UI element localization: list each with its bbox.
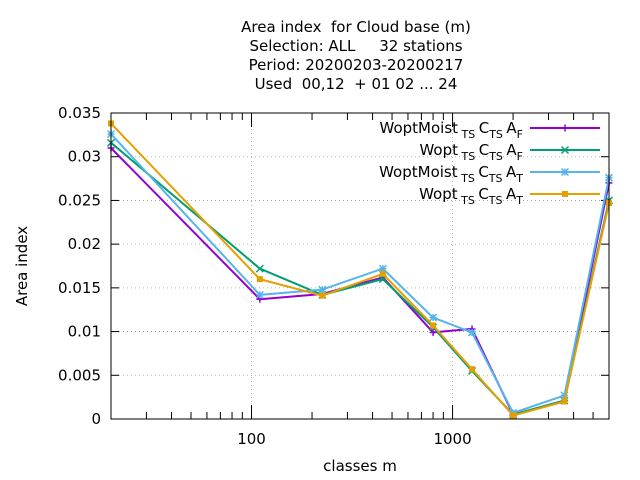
- legend-label-part: WoptMoist: [379, 163, 458, 181]
- legend-label-part: TS: [458, 194, 479, 207]
- data-point: [319, 292, 326, 299]
- series-4: [108, 120, 612, 419]
- legend-label-part: C: [478, 163, 488, 181]
- legend-label-part: C: [479, 119, 489, 137]
- legend-label-part: T: [515, 194, 523, 207]
- data-point: [468, 328, 477, 337]
- data-point: [560, 167, 570, 177]
- legend-label-part: A: [506, 185, 517, 203]
- x-tick-label: 100: [237, 430, 266, 448]
- legend-label-part: T: [515, 172, 523, 185]
- data-point: [561, 124, 569, 132]
- legend-label-part: A: [506, 119, 517, 137]
- series-line: [110, 141, 610, 416]
- legend-entry: Wopt TS CTS AT: [419, 185, 600, 207]
- data-point: [379, 270, 386, 277]
- x-tick-label: 1000: [433, 430, 471, 448]
- data-point: [510, 412, 517, 419]
- chart-title-line-4: Used 00,12 + 01 02 ... 24: [254, 75, 458, 93]
- legend-label-part: Wopt: [419, 141, 458, 159]
- legend-label-part: F: [517, 150, 523, 163]
- data-point: [318, 285, 327, 294]
- legend-label-part: C: [479, 141, 489, 159]
- chart-title-line-3: Period: 20200203-20200217: [248, 56, 464, 74]
- axis-ticks: [111, 112, 609, 420]
- legend-entry: WoptMoist TS CTS AT: [379, 163, 600, 185]
- data-point: [256, 276, 263, 283]
- legend-label-part: TS: [488, 194, 506, 207]
- legend-label: WoptMoist TS CTS AF: [380, 119, 524, 141]
- data-point: [469, 366, 476, 373]
- data-point: [430, 322, 437, 329]
- legend-entry: WoptMoist TS CTS AF: [380, 119, 600, 141]
- legend-label-part: TS: [458, 150, 479, 163]
- y-tick-label: 0.01: [68, 323, 101, 341]
- y-tick-label: 0: [91, 410, 101, 428]
- legend-label-part: A: [506, 163, 517, 181]
- legend-label-part: C: [478, 185, 488, 203]
- legend-label: WoptMoist TS CTS AT: [379, 163, 523, 185]
- data-point: [561, 398, 568, 405]
- chart-title-line-2: Selection: ALL 32 stations: [249, 37, 463, 55]
- legend-label: Wopt TS CTS AT: [419, 185, 523, 207]
- series-line: [110, 122, 610, 417]
- series-3: [106, 129, 614, 417]
- series-lines: [106, 120, 614, 419]
- data-point: [255, 264, 264, 273]
- y-tick-label: 0.035: [58, 104, 101, 122]
- legend-label-part: WoptMoist: [380, 119, 459, 137]
- legend-label-part: Wopt: [419, 185, 458, 203]
- legend-entry: Wopt TS CTS AF: [419, 141, 600, 163]
- legend-label-part: A: [506, 141, 517, 159]
- data-point: [255, 290, 264, 299]
- y-tick-label: 0.02: [68, 235, 101, 253]
- chart-title-line-1: Area index for Cloud base (m): [241, 18, 471, 36]
- y-tick-label: 0.015: [58, 279, 101, 297]
- x-axis-label: classes m: [323, 457, 397, 475]
- legend-label-part: TS: [488, 150, 506, 163]
- data-point: [429, 313, 438, 322]
- plot-frame: [110, 112, 610, 420]
- series-line: [110, 133, 610, 414]
- data-point: [429, 328, 437, 336]
- data-point: [562, 191, 568, 197]
- data-point: [560, 145, 570, 155]
- y-axis-label: Area index: [13, 226, 31, 306]
- legend-label: Wopt TS CTS AF: [419, 141, 523, 163]
- y-tick-label: 0.025: [58, 191, 101, 209]
- legend-label-part: TS: [458, 128, 479, 141]
- tick-labels: 0 0.005 0.01 0.015 0.02 0.025 0.03 0.035 100 1000: [58, 104, 472, 448]
- y-tick-label: 0.03: [68, 148, 101, 166]
- y-tick-label: 0.005: [58, 366, 101, 384]
- legend-label-part: TS: [458, 172, 479, 185]
- legend-label-part: TS: [488, 172, 506, 185]
- legend-label-part: TS: [488, 128, 506, 141]
- series-2: [106, 138, 614, 419]
- grid-lines: [111, 113, 609, 419]
- legend-label-part: F: [517, 128, 523, 141]
